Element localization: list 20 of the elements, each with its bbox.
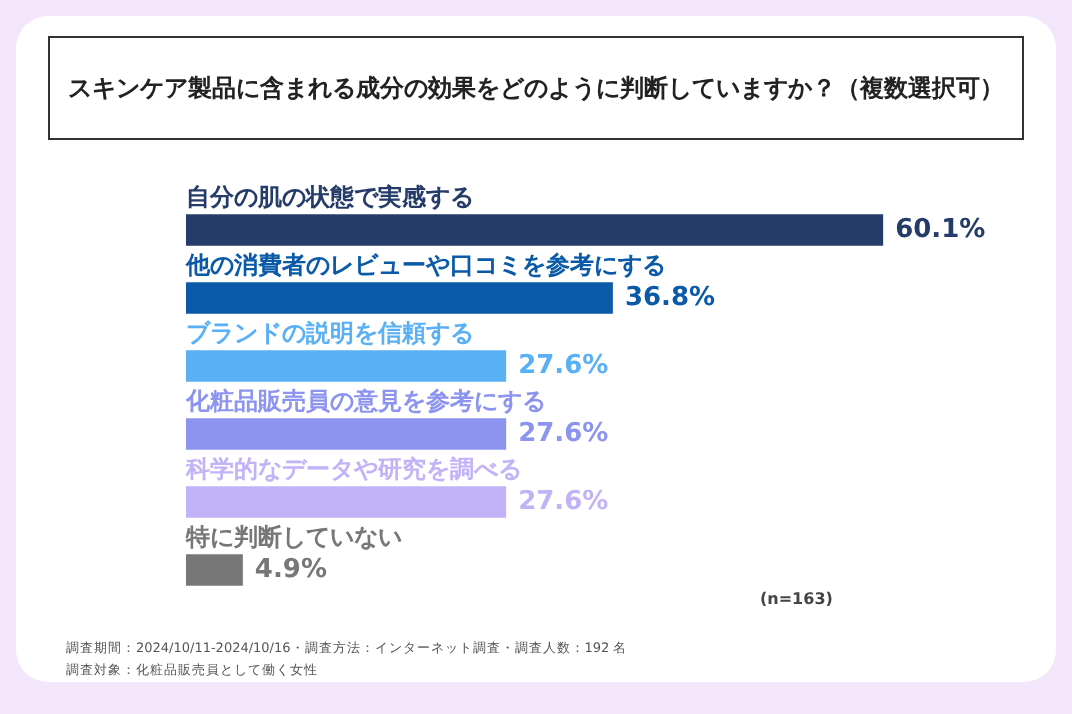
bar — [186, 214, 884, 246]
bar — [186, 350, 507, 382]
data-label: 60.1% — [895, 214, 986, 245]
y-tick-label: ブランドの説明を信頼する — [186, 318, 474, 347]
data-label: 27.6% — [518, 486, 609, 517]
y-tick-label: 科学的なデータや研究を調べる — [184, 454, 522, 483]
data-label: 36.8% — [624, 282, 716, 313]
y-tick-label: 化粧品販売員の意見を参考にする — [184, 386, 546, 415]
bar — [186, 282, 613, 314]
chart-title: スキンケア製品に含まれる成分の効果をどのように判断していますか？（複数選択可） — [48, 36, 1024, 140]
data-label: 4.9% — [254, 554, 327, 585]
data-label: 27.6% — [518, 418, 609, 449]
text: (n=163) — [760, 590, 833, 608]
bar — [186, 418, 507, 450]
data-label: 27.6% — [518, 350, 609, 381]
y-tick-label: 自分の肌の状態で実感する — [186, 182, 474, 211]
y-tick-label: 他の消費者のレビューや口コミを参考にする — [184, 250, 666, 279]
bar — [186, 486, 507, 518]
y-tick-label: 特に判断していない — [184, 522, 402, 551]
bar — [186, 554, 243, 586]
